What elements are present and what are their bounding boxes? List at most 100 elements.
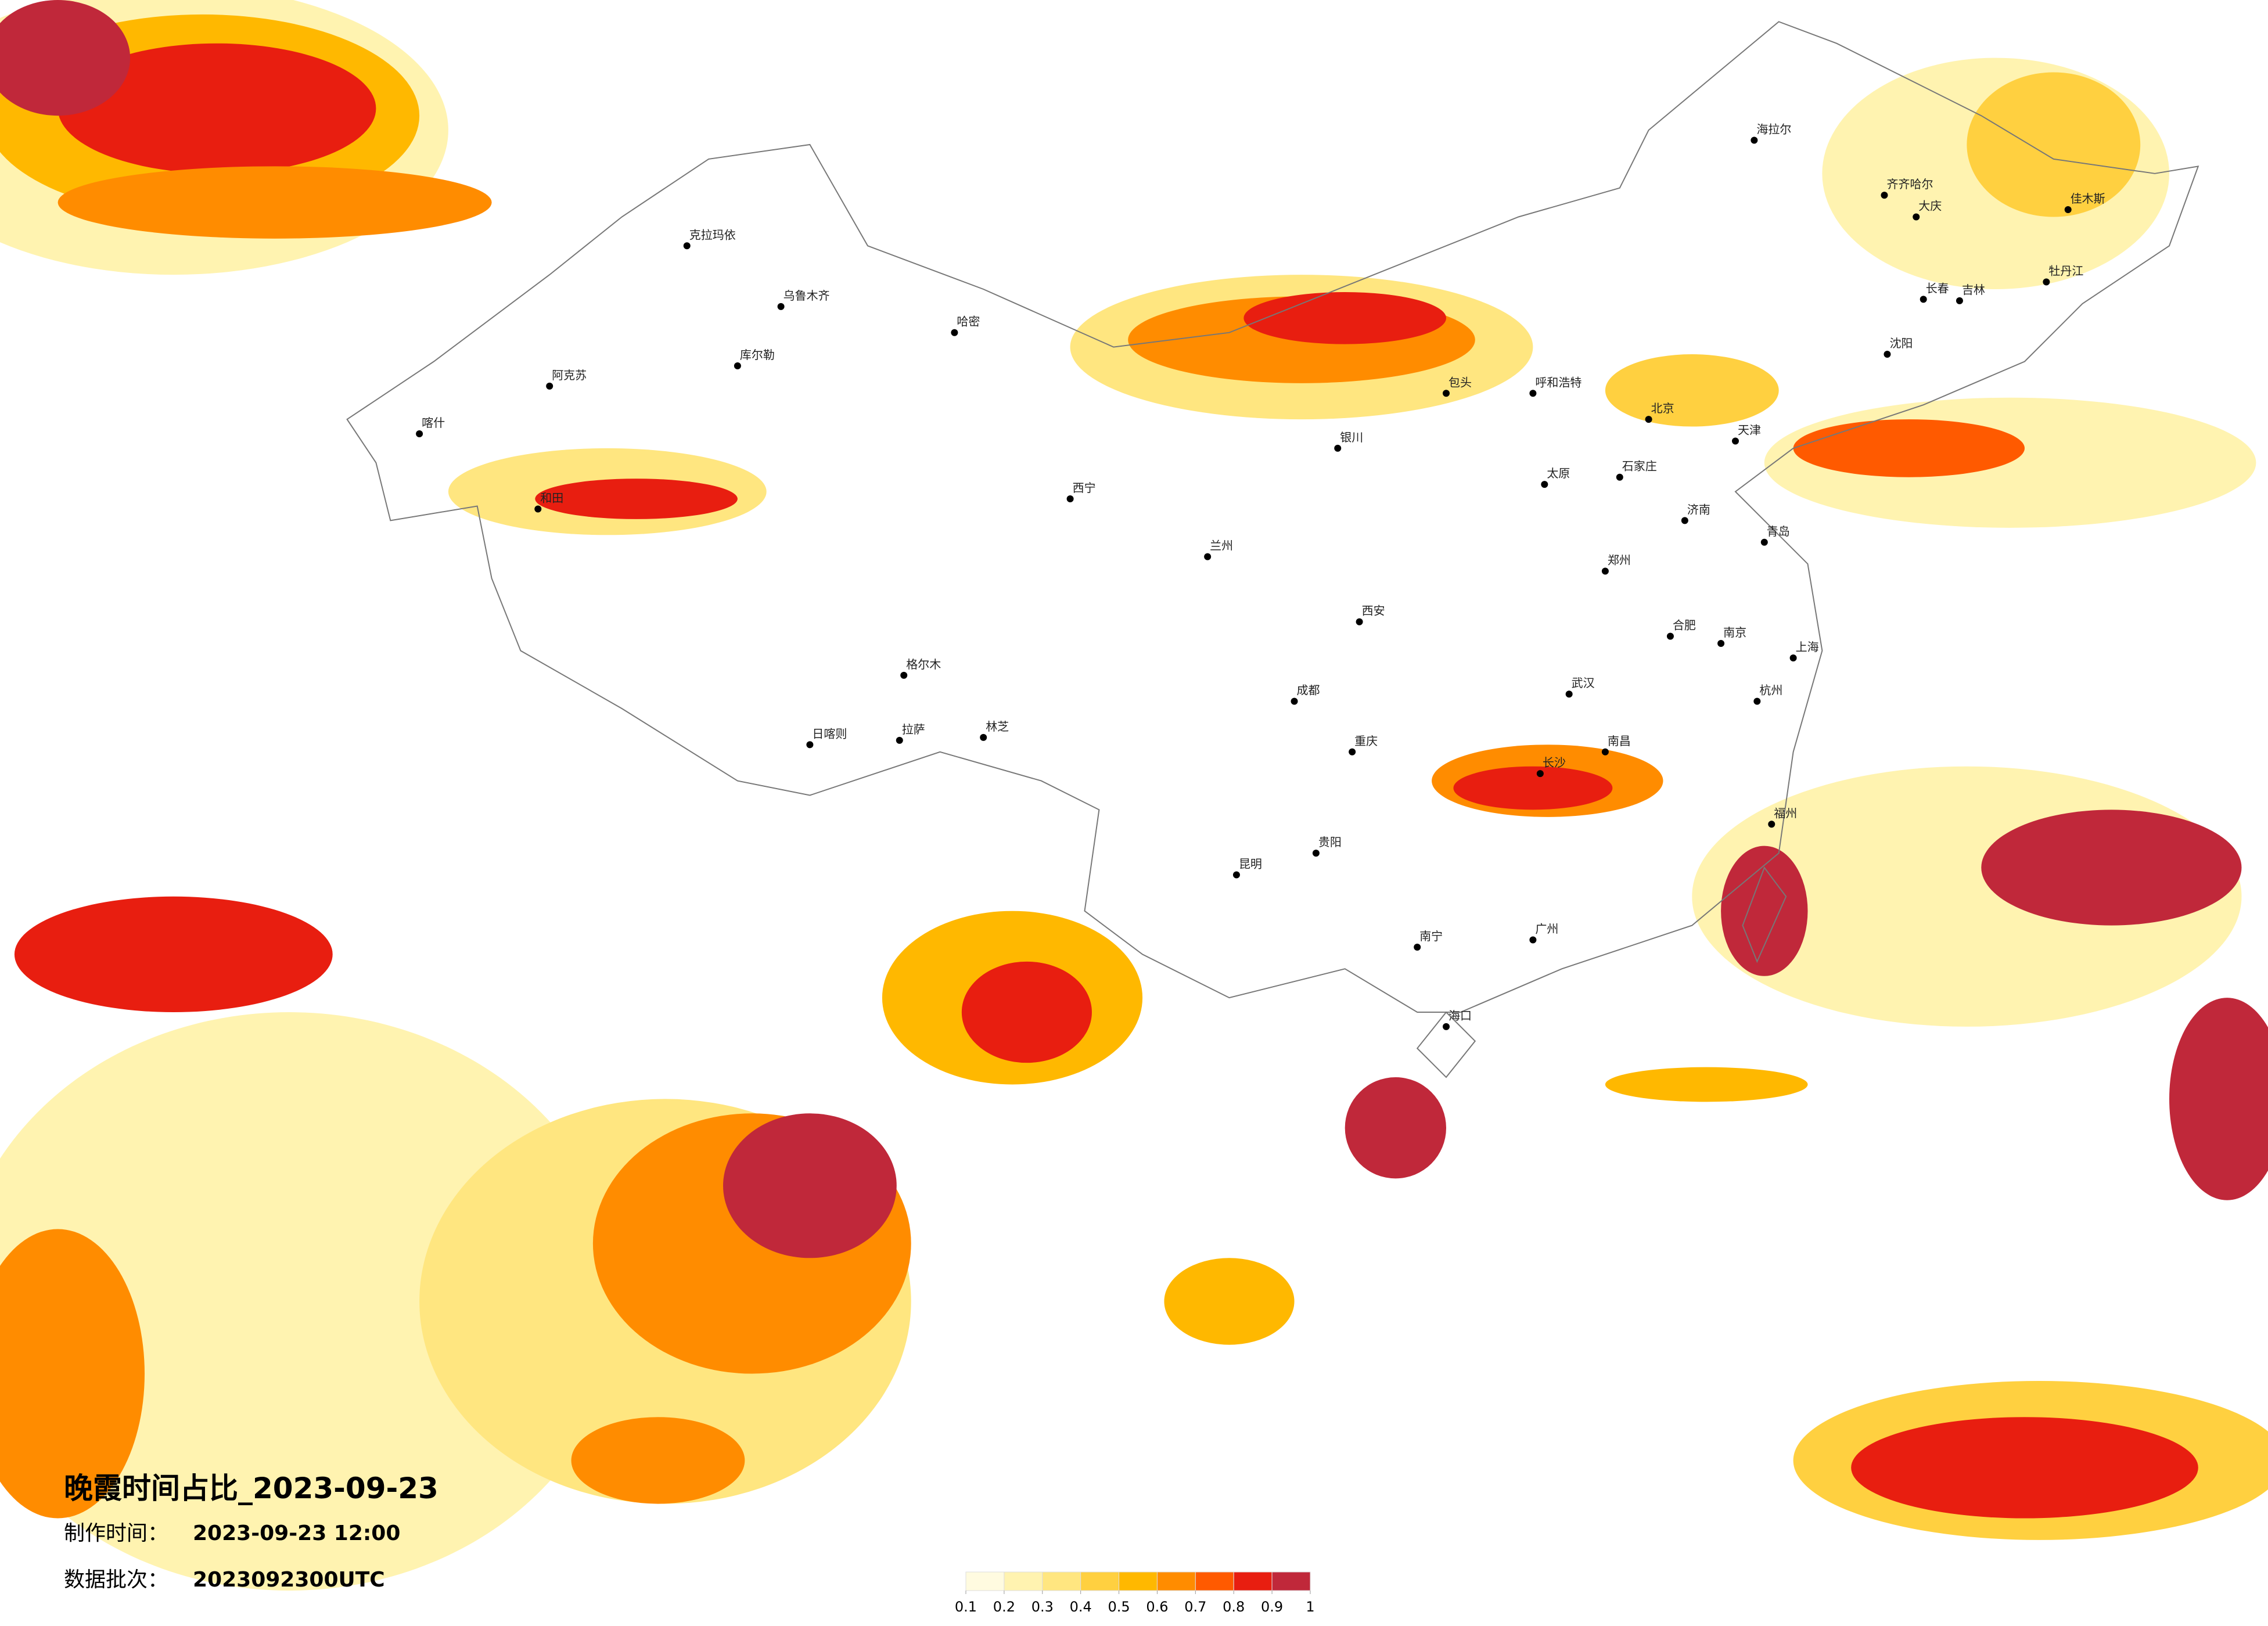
city-label: 包头	[1448, 375, 1472, 389]
city-label: 济南	[1687, 502, 1710, 516]
city-label: 格尔木	[906, 657, 941, 671]
city-label: 吉林	[1962, 283, 1985, 297]
city-label: 海口	[1448, 1009, 1472, 1023]
city-dot	[1443, 390, 1450, 397]
city-label: 武汉	[1572, 676, 1595, 690]
border-layer	[346, 21, 2199, 1078]
city-dot	[1753, 697, 1761, 705]
city-label: 和田	[540, 491, 563, 505]
city-label: 库尔勒	[740, 348, 775, 362]
city-label: 阿克苏	[552, 368, 587, 382]
city-dot	[1204, 553, 1212, 560]
city-dot	[1529, 390, 1537, 397]
city-dot	[1717, 640, 1725, 647]
legend-tick-label: 0.4	[1070, 1599, 1092, 1615]
city-dot	[1920, 296, 1927, 303]
city-label: 呼和浩特	[1535, 375, 1582, 389]
city-dot	[1443, 1023, 1450, 1030]
city-dot	[1541, 481, 1548, 488]
city-dot	[951, 329, 958, 336]
city-label: 大庆	[1918, 199, 1942, 213]
legend-tick-label: 0.2	[993, 1599, 1015, 1615]
city-dot	[900, 671, 908, 679]
city-dot	[1334, 444, 1342, 452]
city-label: 西安	[1362, 604, 1385, 618]
city-dot	[546, 382, 553, 390]
city-dot	[806, 741, 814, 749]
city-label: 南京	[1723, 625, 1746, 639]
city-dot	[2064, 206, 2072, 214]
legend-swatch	[1004, 1571, 1043, 1591]
legend-swatch	[1042, 1571, 1081, 1591]
city-dot	[1565, 690, 1573, 698]
city-dot	[1349, 748, 1356, 756]
city-label: 福州	[1774, 806, 1797, 820]
city-label: 北京	[1651, 401, 1674, 415]
city-dot	[734, 362, 741, 369]
city-dot	[1414, 943, 1421, 951]
city-dot	[1751, 136, 1758, 144]
city-dot	[1601, 567, 1609, 575]
legend-swatch	[1233, 1571, 1273, 1591]
city-dot	[896, 736, 903, 744]
city-dot	[416, 430, 423, 437]
city-dot	[1232, 871, 1240, 879]
city-dot	[1881, 192, 1888, 199]
city-label: 齐齐哈尔	[1886, 177, 1933, 191]
city-label: 林芝	[986, 720, 1009, 733]
city-dot	[534, 505, 542, 513]
city-label: 牡丹江	[2048, 264, 2083, 278]
city-dot	[1312, 850, 1320, 857]
city-dot	[1768, 821, 1775, 828]
city-dot	[1732, 437, 1739, 445]
legend-tick-label: 0.1	[955, 1599, 977, 1615]
legend-swatch	[965, 1571, 1005, 1591]
city-dot	[1536, 770, 1544, 778]
city-label: 长沙	[1543, 756, 1566, 769]
city-dot	[777, 303, 785, 310]
city-label: 克拉玛依	[689, 228, 736, 242]
city-label: 沈阳	[1889, 336, 1913, 350]
legend-swatch	[1119, 1571, 1158, 1591]
legend-tick-label: 0.5	[1108, 1599, 1130, 1615]
legend-tick-label: 0.8	[1223, 1599, 1245, 1615]
city-dot	[683, 242, 691, 250]
city-dot	[1291, 697, 1298, 705]
legend-swatch	[1271, 1571, 1311, 1591]
city-label: 银川	[1340, 430, 1363, 444]
city-label: 天津	[1738, 423, 1761, 437]
made-label: 制作时间：	[64, 1521, 168, 1545]
city-dot	[1956, 297, 1963, 304]
city-dot	[980, 733, 987, 741]
city-label: 成都	[1297, 684, 1320, 697]
city-label: 杭州	[1759, 684, 1782, 697]
city-label: 兰州	[1210, 539, 1233, 553]
city-label: 广州	[1535, 922, 1558, 936]
legend-tick-label: 0.6	[1146, 1599, 1168, 1615]
city-dot	[1645, 416, 1652, 423]
city-label: 石家庄	[1622, 459, 1657, 473]
legend-tick-label: 0.9	[1261, 1599, 1283, 1615]
city-label: 郑州	[1608, 553, 1631, 567]
city-label: 佳木斯	[2071, 192, 2105, 206]
city-dot	[1529, 936, 1537, 944]
city-dot	[1789, 654, 1797, 661]
city-label: 南昌	[1608, 734, 1631, 748]
city-dot	[1616, 473, 1623, 481]
city-label: 贵阳	[1318, 835, 1342, 849]
city-label: 西宁	[1073, 481, 1096, 495]
city-label: 南宁	[1419, 929, 1443, 943]
city-dot	[1760, 538, 1768, 546]
city-label: 哈密	[957, 315, 980, 329]
legend-tick-label: 0.3	[1031, 1599, 1054, 1615]
legend-swatch	[1080, 1571, 1120, 1591]
city-label: 海拉尔	[1756, 123, 1791, 136]
city-label: 昆明	[1239, 857, 1262, 870]
batch-label: 数据批次：	[64, 1568, 168, 1592]
city-label: 拉萨	[902, 722, 925, 736]
city-label: 太原	[1547, 466, 1570, 480]
city-label: 青岛	[1767, 524, 1790, 538]
city-label: 上海	[1796, 640, 1819, 654]
legend-swatch	[1156, 1571, 1196, 1591]
